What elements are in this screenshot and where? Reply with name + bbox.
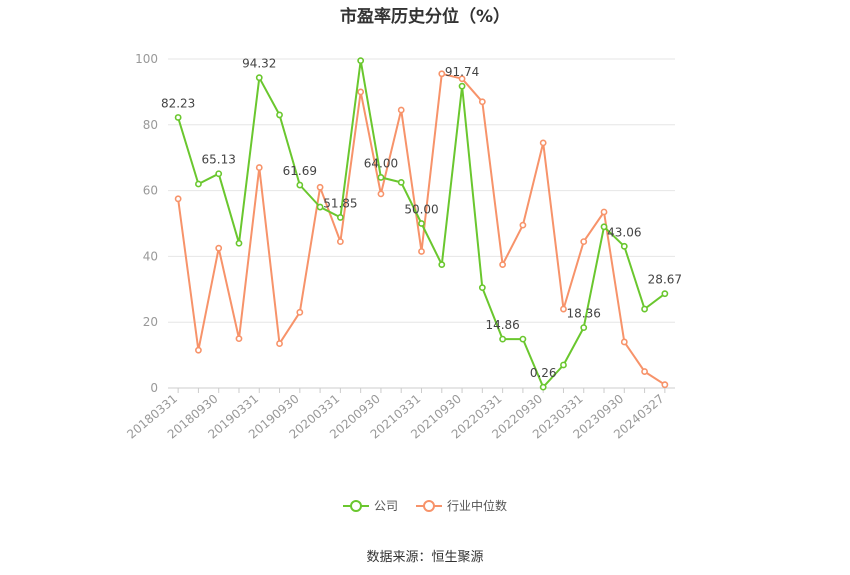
data-point-company xyxy=(174,114,182,121)
data-point-company xyxy=(620,242,628,250)
legend-industry-label: 行业中位数 xyxy=(447,499,508,513)
data-point-company xyxy=(560,361,567,369)
legend-item-company[interactable]: 公司 xyxy=(342,497,398,514)
legend-industry-marker-icon xyxy=(416,499,442,512)
data-point-industry xyxy=(458,75,466,83)
data-point-industry xyxy=(336,238,344,245)
data-point-industry xyxy=(641,368,648,375)
data-point-company xyxy=(336,214,344,221)
data-point-company xyxy=(641,305,648,313)
data-point-industry xyxy=(418,248,425,255)
data-point-company xyxy=(519,335,527,343)
data-point-industry xyxy=(316,183,324,191)
y-tick-label: 0 xyxy=(150,381,158,395)
y-tick-label: 20 xyxy=(143,315,158,329)
data-label: 91.74 xyxy=(445,65,479,79)
line-chart: 0204060801002018033120180930201903312019… xyxy=(124,52,682,442)
data-point-industry xyxy=(377,190,385,198)
y-tick-label: 60 xyxy=(143,184,158,198)
chart-title: 市盈率历史分位（%） xyxy=(339,7,511,27)
data-label: 65.13 xyxy=(202,153,236,167)
data-point-industry xyxy=(195,346,202,354)
data-point-company xyxy=(458,82,466,90)
y-tick-label: 40 xyxy=(143,249,158,263)
data-point-company xyxy=(661,290,669,298)
data-point-company xyxy=(215,170,223,178)
data-label: 50.00 xyxy=(404,203,438,217)
data-point-industry xyxy=(255,164,263,171)
legend-company-label: 公司 xyxy=(373,499,398,513)
legend: 公司 行业中位数 xyxy=(0,497,850,514)
data-point-company xyxy=(438,261,446,269)
series-line-industry xyxy=(177,72,666,386)
data-point-industry xyxy=(560,305,567,313)
data-point-company xyxy=(357,57,365,65)
data-point-company xyxy=(195,180,202,188)
data-point-industry xyxy=(174,195,182,203)
data-point-industry xyxy=(620,338,628,346)
data-point-industry xyxy=(276,340,283,347)
data-label: 18.36 xyxy=(567,307,601,321)
grid-lines xyxy=(168,58,675,323)
y-tick-label: 100 xyxy=(135,52,158,66)
data-point-industry xyxy=(357,88,365,96)
data-point-industry xyxy=(539,139,547,147)
data-point-industry xyxy=(235,335,243,343)
source-note: 数据来源：恒生聚源 xyxy=(366,550,484,565)
data-point-company xyxy=(235,239,243,247)
data-label: 61.69 xyxy=(283,164,317,178)
legend-item-industry[interactable]: 行业中位数 xyxy=(416,497,507,514)
data-point-company xyxy=(316,203,324,211)
data-label: 51.85 xyxy=(323,196,357,210)
data-point-industry xyxy=(397,106,405,114)
data-point-industry xyxy=(580,238,588,245)
data-point-company xyxy=(499,335,507,343)
legend-company-marker-icon xyxy=(342,499,369,512)
data-point-company xyxy=(377,174,385,181)
data-point-industry xyxy=(519,221,527,229)
data-point-industry xyxy=(438,70,446,78)
data-point-industry xyxy=(600,208,608,216)
data-label: 14.86 xyxy=(485,318,519,332)
series xyxy=(174,57,669,391)
data-label: 64.00 xyxy=(364,156,398,170)
data-point-company xyxy=(276,111,283,119)
data-point-industry xyxy=(499,261,507,269)
data-point-industry xyxy=(215,244,223,252)
data-point-industry xyxy=(478,98,486,106)
data-point-company xyxy=(255,74,263,82)
data-label: 0.26 xyxy=(530,366,557,380)
data-point-company xyxy=(539,383,547,391)
data-point-company xyxy=(397,178,405,186)
y-tick-label: 80 xyxy=(143,118,158,132)
data-label: 43.06 xyxy=(607,225,641,239)
data-point-company xyxy=(296,181,304,189)
data-label: 28.67 xyxy=(648,273,682,287)
data-label: 94.32 xyxy=(242,57,276,71)
data-label: 82.23 xyxy=(161,96,195,110)
data-point-company xyxy=(418,220,425,227)
data-point-industry xyxy=(661,381,669,389)
data-point-industry xyxy=(296,308,304,316)
data-point-company xyxy=(600,223,608,231)
data-point-company xyxy=(478,284,486,292)
data-labels: 82.23 65.13 94.32 61.69 51.85 64.00 50.00 91.74… xyxy=(161,57,682,380)
data-point-company xyxy=(580,324,588,331)
